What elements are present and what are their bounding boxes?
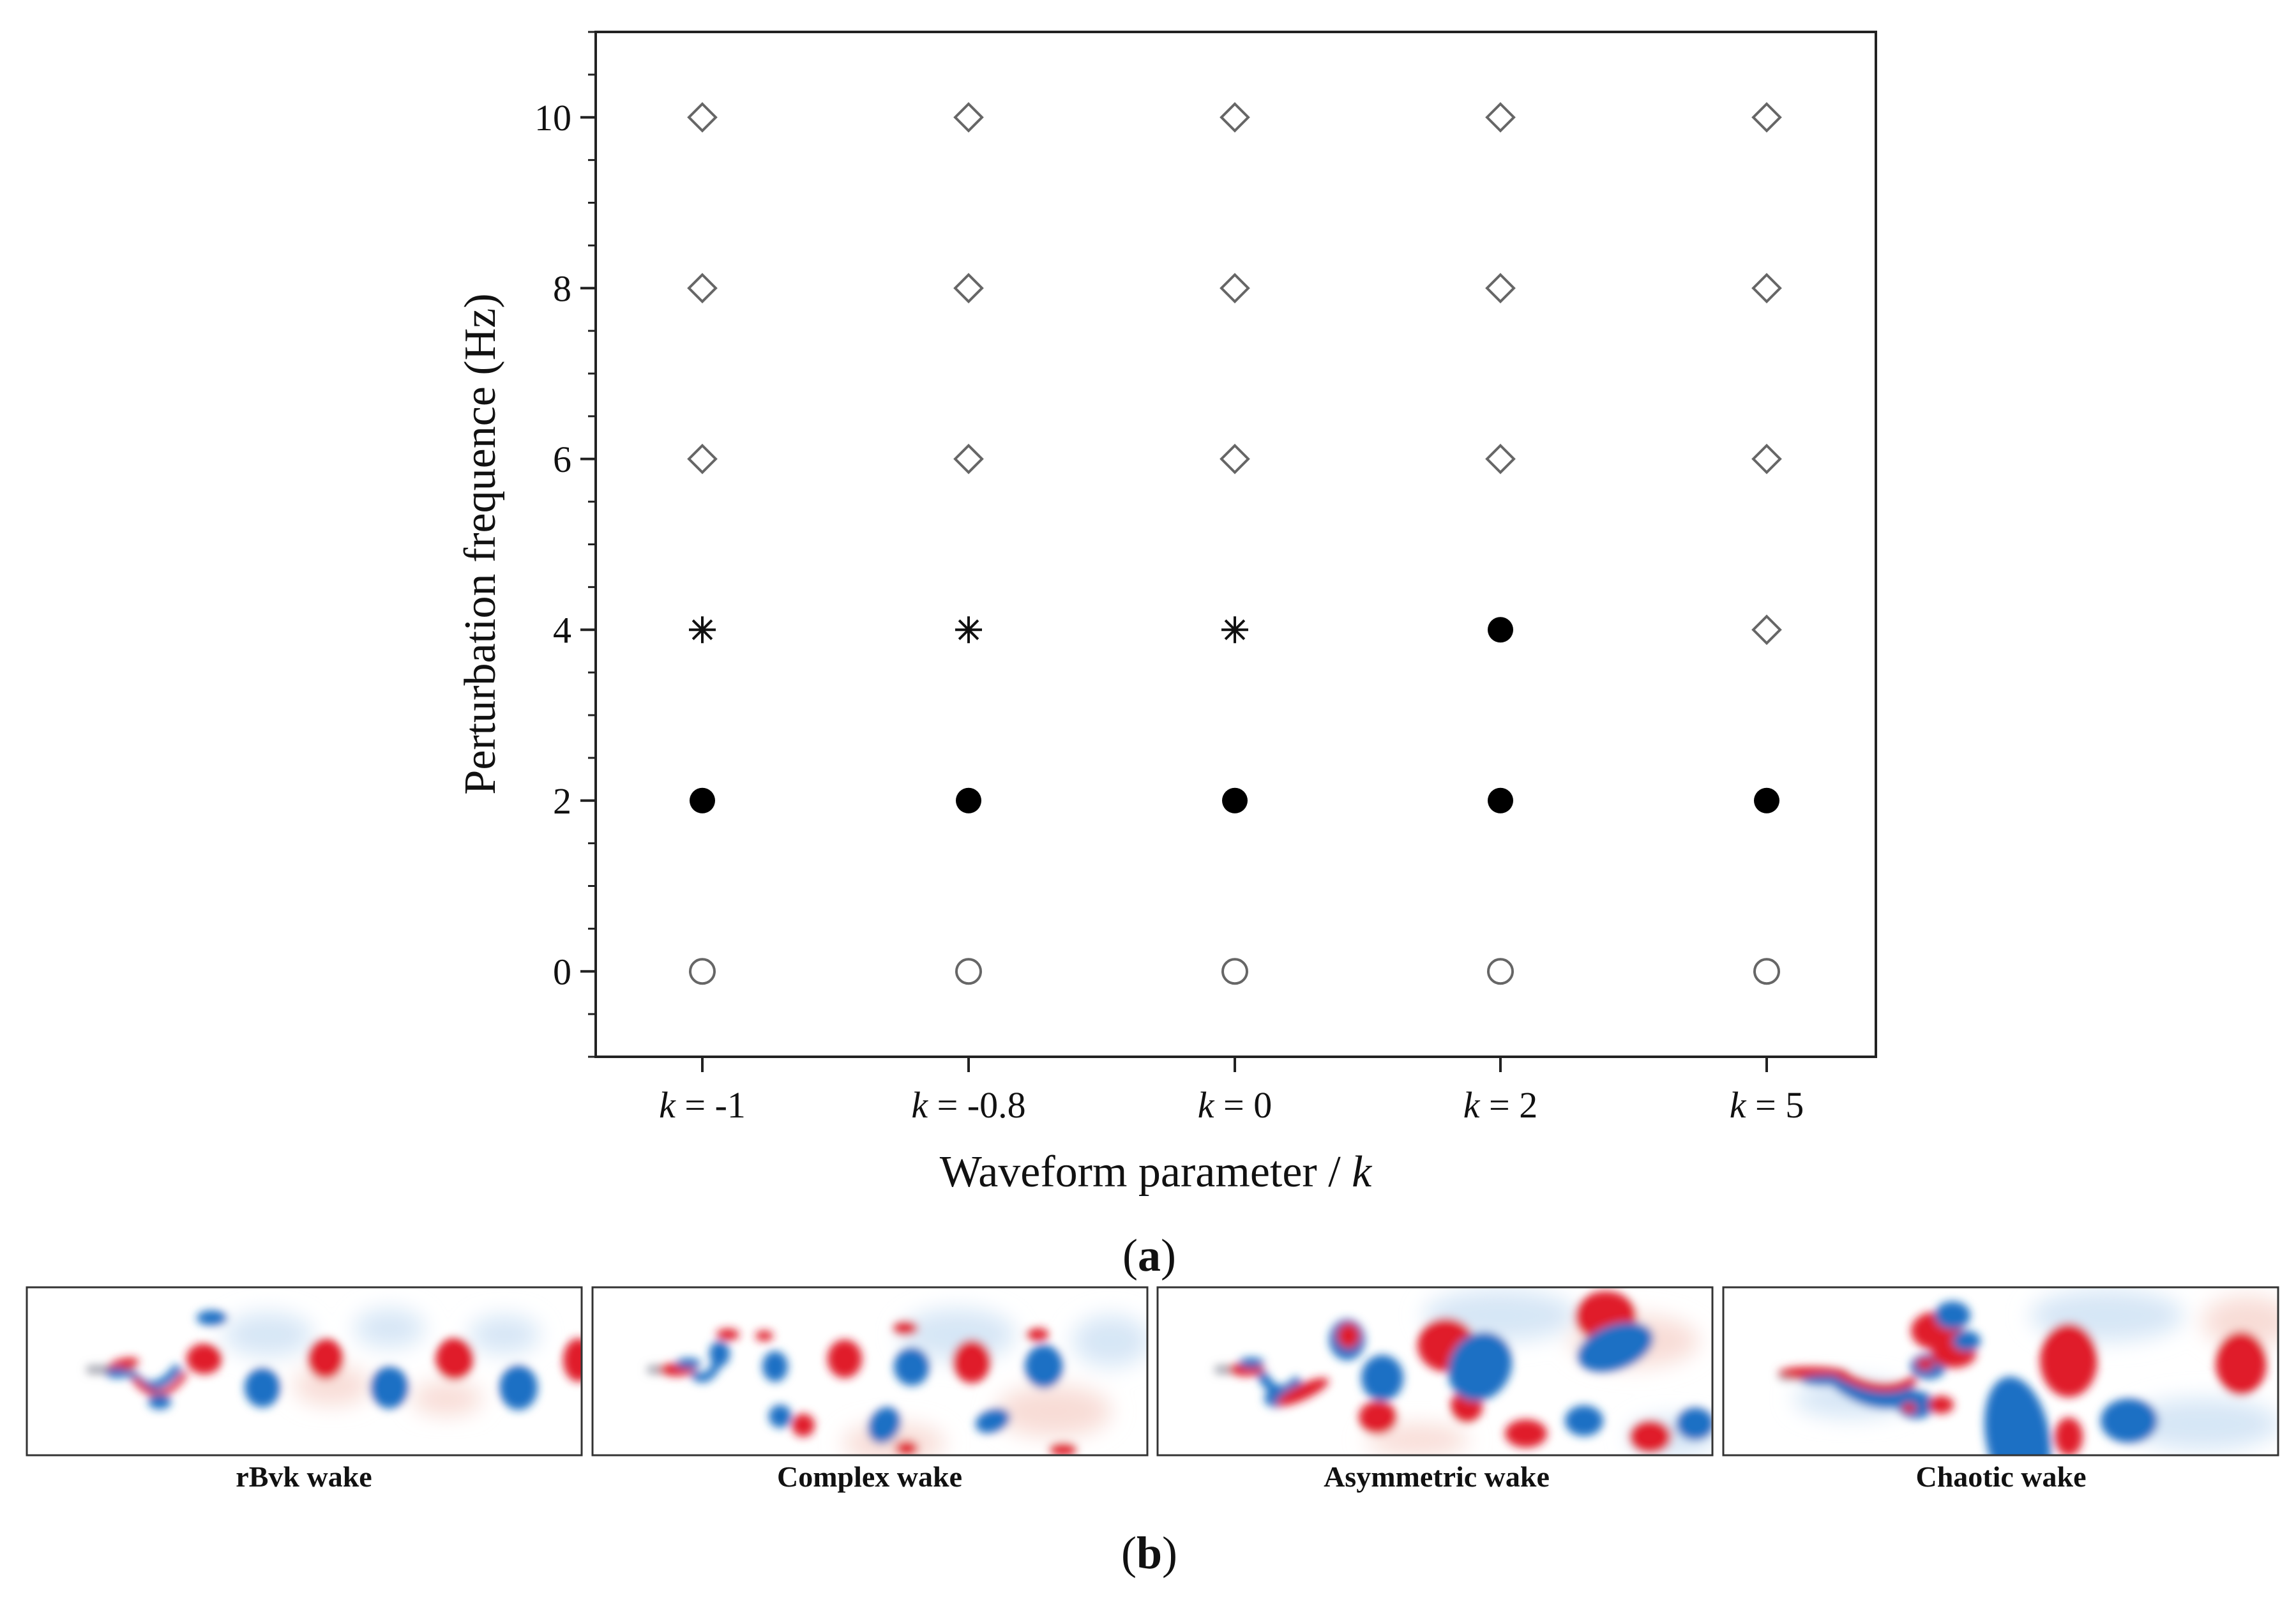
point-open-diamond	[1485, 102, 1516, 133]
x-tick-label-variable: k	[911, 1084, 928, 1126]
x-axis-title-variable: k	[1352, 1147, 1373, 1197]
point-open-diamond	[1220, 102, 1250, 133]
wake-frame-asymmetric	[1156, 1286, 1714, 1457]
wake-panel-rbvk: rBvk wake	[26, 1286, 583, 1493]
point-open-circle	[1487, 958, 1514, 985]
x-axis-title: Waveform parameter / k	[940, 1147, 1373, 1197]
y-axis-major-ticks: 0 2 4 6 8 10	[534, 97, 596, 992]
x-tick-label-variable: k	[1198, 1084, 1215, 1126]
point-open-diamond	[1751, 102, 1782, 133]
point-open-diamond	[687, 273, 718, 304]
panel-b-label: (b)	[1121, 1527, 1177, 1578]
point-open-diamond	[687, 102, 718, 133]
panel-a-letter: a	[1138, 1230, 1161, 1281]
x-tick-label: k = 2	[1463, 1084, 1537, 1126]
wake-frame-chaotic	[1722, 1286, 2279, 1457]
data-points	[687, 102, 1782, 985]
plot-frame	[594, 31, 1877, 1058]
wake-field-asymmetric	[1214, 1290, 1712, 1455]
y-axis-title: Perturbation frequence (Hz)	[456, 293, 505, 794]
point-filled-circle	[956, 787, 981, 814]
x-tick-label: k = 5	[1730, 1084, 1804, 1126]
wake-caption-complex: Complex wake	[777, 1460, 962, 1493]
x-tick-label-variable: k	[1463, 1084, 1481, 1126]
wake-frame-rbvk	[26, 1286, 583, 1457]
x-tick-label-value: = 2	[1480, 1084, 1538, 1126]
y-tick-label: 6	[553, 439, 571, 480]
wake-caption-asymmetric: Asymmetric wake	[1324, 1460, 1550, 1493]
wake-caption-chaotic: Chaotic wake	[1915, 1460, 2086, 1493]
asterisk-stroke	[1224, 619, 1246, 640]
wake-frame-complex	[591, 1286, 1149, 1457]
x-tick-label-variable: k	[1730, 1084, 1747, 1126]
point-open-diamond	[1751, 273, 1782, 304]
panel-a-open-paren: (	[1122, 1230, 1138, 1281]
wake-panel-complex: Complex wake	[591, 1286, 1149, 1493]
point-open-diamond	[953, 443, 984, 474]
x-tick-label: k = 0	[1198, 1084, 1272, 1126]
point-open-diamond	[1220, 273, 1250, 304]
x-tick-label-value: = 0	[1214, 1084, 1273, 1126]
x-tick-label-variable: k	[659, 1084, 676, 1126]
point-filled-circle	[1488, 617, 1513, 643]
point-open-circle	[1221, 958, 1248, 985]
point-open-circle	[955, 958, 982, 985]
panel-a-label: (a)	[1122, 1230, 1176, 1281]
point-filled-circle	[1754, 787, 1779, 814]
y-tick-label: 4	[553, 609, 571, 651]
x-tick-label-value: = 5	[1746, 1084, 1804, 1126]
wake-panels: rBvk wake	[26, 1286, 2279, 1493]
point-open-diamond	[1485, 443, 1516, 474]
point-asterisk	[689, 616, 716, 644]
x-tick-label-value: = -0.8	[928, 1084, 1026, 1126]
panel-b-close-paren: )	[1162, 1527, 1177, 1578]
x-axis-title-text: Waveform parameter /	[940, 1147, 1352, 1197]
asterisk-stroke	[691, 619, 713, 640]
wake-field-complex	[647, 1309, 1147, 1455]
point-filled-circle	[1488, 787, 1513, 814]
y-tick-label: 10	[534, 97, 571, 139]
point-open-diamond	[1485, 273, 1516, 304]
point-open-diamond	[1751, 443, 1782, 474]
point-open-circle	[689, 958, 716, 985]
wake-field-chaotic	[1778, 1290, 2278, 1455]
point-filled-circle	[1222, 787, 1248, 814]
wake-panel-asymmetric: Asymmetric wake	[1156, 1286, 1714, 1493]
point-open-diamond	[687, 443, 718, 474]
panel-b-letter: b	[1137, 1527, 1162, 1578]
panel-b-open-paren: (	[1121, 1527, 1137, 1578]
point-asterisk	[955, 616, 982, 644]
point-asterisk	[1221, 616, 1248, 644]
point-open-diamond	[953, 273, 984, 304]
wake-caption-rbvk: rBvk wake	[236, 1460, 372, 1493]
x-tick-label: k = -1	[659, 1084, 746, 1126]
point-open-diamond	[1751, 614, 1782, 646]
panel-a-close-paren: )	[1161, 1230, 1176, 1281]
y-tick-label: 2	[553, 780, 571, 822]
y-tick-label: 0	[553, 951, 571, 992]
wake-panel-chaotic: Chaotic wake	[1722, 1286, 2279, 1493]
point-open-diamond	[953, 102, 984, 133]
asterisk-stroke	[958, 619, 979, 640]
point-open-circle	[1753, 958, 1780, 985]
point-filled-circle	[690, 787, 715, 814]
y-tick-label: 8	[553, 268, 571, 309]
x-tick-label-value: = -1	[676, 1084, 746, 1126]
x-tick-label: k = -0.8	[911, 1084, 1025, 1126]
point-open-diamond	[1220, 443, 1250, 474]
wake-field-rbvk	[86, 1309, 582, 1415]
